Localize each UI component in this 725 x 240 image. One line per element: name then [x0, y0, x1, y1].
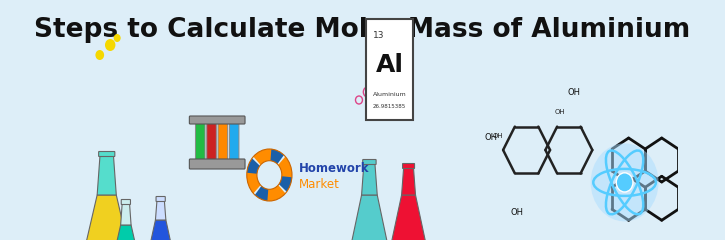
- Text: Market: Market: [299, 178, 340, 191]
- FancyBboxPatch shape: [229, 119, 239, 167]
- Circle shape: [105, 39, 115, 51]
- Wedge shape: [279, 176, 292, 192]
- Polygon shape: [362, 163, 377, 195]
- Polygon shape: [76, 195, 137, 240]
- Polygon shape: [347, 195, 392, 240]
- Text: OH: OH: [493, 133, 504, 139]
- FancyBboxPatch shape: [121, 199, 130, 204]
- FancyBboxPatch shape: [156, 197, 165, 202]
- Text: OH: OH: [554, 109, 565, 115]
- Text: OH: OH: [568, 88, 580, 97]
- Circle shape: [616, 173, 633, 192]
- Wedge shape: [278, 157, 292, 190]
- Wedge shape: [257, 185, 286, 201]
- Polygon shape: [388, 195, 429, 240]
- Text: Homework: Homework: [299, 162, 370, 174]
- FancyBboxPatch shape: [207, 119, 216, 167]
- Circle shape: [114, 34, 120, 42]
- Text: 26.9815385: 26.9815385: [373, 104, 406, 109]
- FancyBboxPatch shape: [362, 160, 376, 164]
- Circle shape: [96, 50, 104, 60]
- Wedge shape: [247, 158, 260, 174]
- FancyBboxPatch shape: [99, 151, 115, 156]
- Text: Al: Al: [376, 53, 404, 77]
- Text: 13: 13: [373, 31, 385, 40]
- Wedge shape: [270, 149, 284, 164]
- FancyBboxPatch shape: [196, 119, 205, 167]
- Polygon shape: [155, 200, 166, 220]
- Polygon shape: [97, 155, 116, 195]
- Wedge shape: [255, 186, 268, 201]
- Text: OH: OH: [511, 208, 523, 217]
- Polygon shape: [145, 220, 176, 240]
- Text: OH: OH: [485, 133, 497, 142]
- FancyBboxPatch shape: [366, 19, 413, 120]
- Text: Aluminium: Aluminium: [373, 92, 407, 97]
- Text: Steps to Calculate Molar Mass of Aluminium: Steps to Calculate Molar Mass of Alumini…: [34, 17, 691, 43]
- FancyBboxPatch shape: [189, 159, 245, 169]
- Circle shape: [591, 143, 658, 221]
- Wedge shape: [247, 160, 260, 193]
- Polygon shape: [109, 225, 142, 240]
- FancyBboxPatch shape: [402, 163, 415, 168]
- Polygon shape: [402, 167, 415, 195]
- Polygon shape: [120, 203, 131, 225]
- FancyBboxPatch shape: [189, 116, 245, 124]
- Wedge shape: [254, 149, 282, 165]
- FancyBboxPatch shape: [218, 119, 228, 167]
